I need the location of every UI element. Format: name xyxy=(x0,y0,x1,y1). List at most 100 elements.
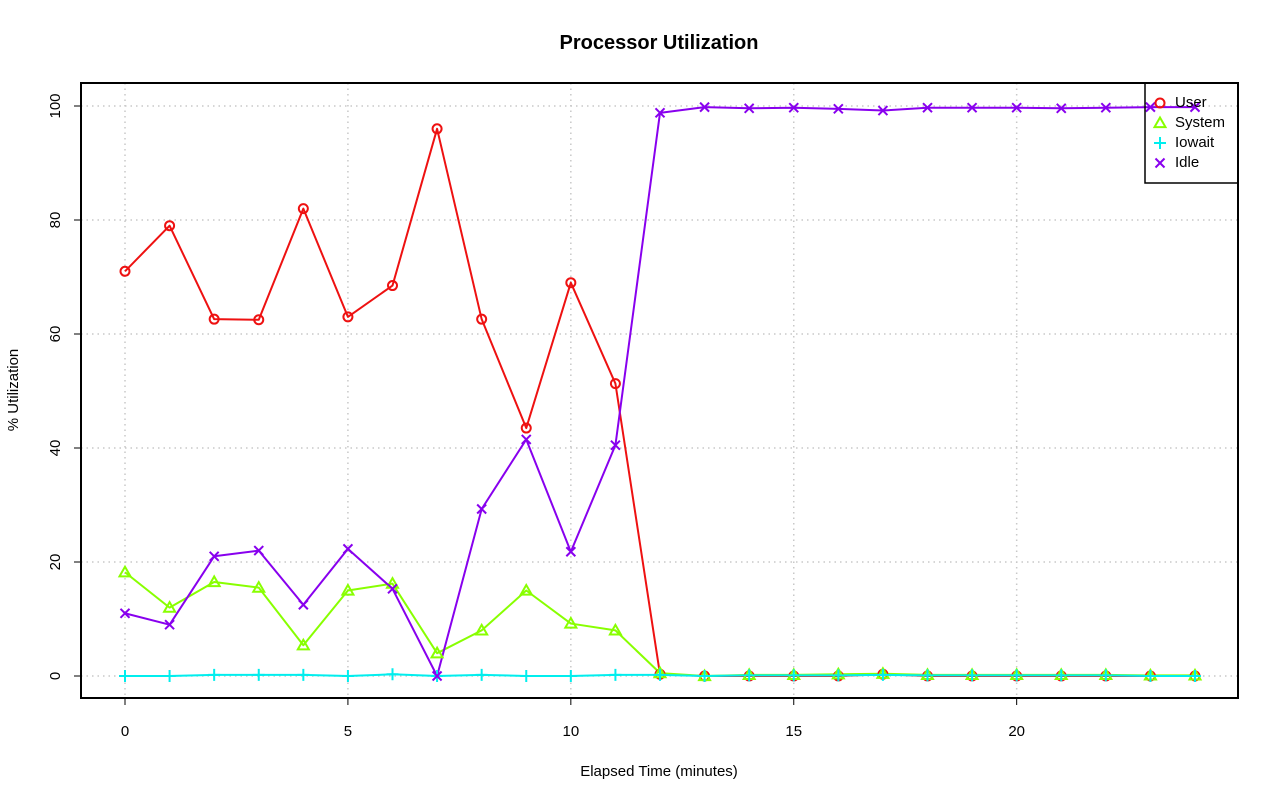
data-point-idle xyxy=(1011,102,1022,113)
data-point-iowait xyxy=(163,670,176,682)
legend-key-iowait xyxy=(1154,137,1166,149)
data-point-iowait xyxy=(252,668,265,681)
data-point-system xyxy=(429,645,445,659)
data-point-idle xyxy=(387,583,398,594)
data-point-idle xyxy=(164,619,175,630)
data-point-idle xyxy=(1056,103,1067,114)
legend-label: Idle xyxy=(1175,154,1199,171)
data-point-iowait xyxy=(1010,669,1023,682)
data-point-iowait xyxy=(743,669,756,682)
data-point-user xyxy=(119,265,131,277)
legend-label: User xyxy=(1175,94,1207,111)
data-point-idle xyxy=(521,434,532,445)
data-point-user xyxy=(297,203,309,215)
data-point-user xyxy=(164,220,176,232)
data-point-idle xyxy=(476,503,487,515)
data-point-system xyxy=(162,600,177,613)
legend: User System Iowait Idle xyxy=(1144,82,1239,184)
series-line-system xyxy=(124,571,1195,677)
data-point-iowait xyxy=(698,670,711,682)
data-point-user xyxy=(609,378,621,390)
data-point-system xyxy=(251,580,266,593)
data-point-iowait xyxy=(297,668,310,681)
data-point-user xyxy=(520,422,532,434)
legend-label: Iowait xyxy=(1175,134,1215,151)
series-markers xyxy=(117,101,1203,682)
data-point-system xyxy=(474,622,489,636)
data-point-idle xyxy=(743,103,755,114)
data-point-iowait xyxy=(1099,669,1112,682)
x-tick-label: 0 xyxy=(121,723,129,740)
data-point-idle xyxy=(833,103,844,115)
data-point-iowait xyxy=(386,668,399,681)
legend-label: System xyxy=(1175,114,1225,131)
data-point-iowait xyxy=(966,669,979,682)
data-point-idle xyxy=(922,102,933,113)
grid-lines xyxy=(81,83,1238,698)
series-line-user xyxy=(124,127,1195,677)
data-point-iowait xyxy=(564,670,577,682)
data-point-idle xyxy=(1100,102,1112,113)
data-point-system xyxy=(563,616,579,629)
data-point-system xyxy=(608,622,623,636)
x-tick-label: 5 xyxy=(344,723,352,740)
data-point-idle xyxy=(253,545,264,556)
data-point-idle xyxy=(208,551,220,562)
y-tick-label: 100 xyxy=(47,93,64,118)
data-point-iowait xyxy=(1144,670,1157,682)
data-point-idle xyxy=(788,102,799,113)
data-point-iowait xyxy=(921,669,934,682)
x-axis-label: Elapsed Time (minutes) xyxy=(580,763,738,780)
x-axis: 0 5 10 15 20 xyxy=(121,697,1025,740)
data-point-system xyxy=(340,582,356,596)
legend-box xyxy=(1144,82,1239,184)
data-point-user xyxy=(476,313,488,325)
data-point-system xyxy=(206,574,222,588)
data-point-iowait xyxy=(876,668,889,681)
legend-key-system xyxy=(1152,115,1168,129)
y-axis: 0 20 40 60 80 100 xyxy=(47,93,81,680)
data-point-user xyxy=(565,277,577,289)
data-point-user xyxy=(342,311,354,323)
x-tick-label: 15 xyxy=(785,723,802,740)
data-point-idle xyxy=(298,599,309,610)
data-point-user xyxy=(431,123,443,135)
data-point-iowait xyxy=(208,668,221,681)
data-point-idle xyxy=(877,105,889,116)
plot-frame xyxy=(80,82,1239,699)
data-point-iowait xyxy=(609,668,622,681)
legend-key-user xyxy=(1154,97,1166,109)
data-point-system xyxy=(519,582,534,596)
y-tick-label: 0 xyxy=(47,672,64,680)
data-point-system xyxy=(117,564,133,578)
y-tick-label: 40 xyxy=(47,440,64,457)
data-point-iowait xyxy=(1189,670,1201,682)
data-point-idle xyxy=(966,102,978,113)
data-point-idle xyxy=(699,101,710,113)
y-axis-label: % Utilization xyxy=(5,349,22,432)
data-point-idle xyxy=(654,107,666,119)
data-point-idle xyxy=(1145,101,1156,113)
data-point-system xyxy=(296,637,311,651)
data-point-idle xyxy=(565,546,577,557)
data-point-user xyxy=(387,280,398,292)
data-point-iowait xyxy=(341,670,354,682)
data-point-idle xyxy=(610,439,621,451)
y-tick-label: 80 xyxy=(47,212,64,229)
y-tick-label: 60 xyxy=(47,326,64,343)
data-point-iowait xyxy=(119,670,131,682)
data-point-idle xyxy=(431,670,443,682)
data-point-iowait xyxy=(832,669,845,682)
chart-title: Processor Utilization xyxy=(560,32,759,54)
x-tick-label: 20 xyxy=(1008,723,1025,740)
data-point-iowait xyxy=(1055,669,1068,682)
data-point-user xyxy=(253,314,265,326)
data-point-idle xyxy=(342,543,354,555)
series-lines xyxy=(124,106,1195,677)
data-point-iowait xyxy=(787,669,800,682)
data-point-iowait xyxy=(654,668,666,681)
data-point-iowait xyxy=(520,670,533,682)
data-point-user xyxy=(208,313,220,325)
series-line-idle xyxy=(124,106,1195,677)
